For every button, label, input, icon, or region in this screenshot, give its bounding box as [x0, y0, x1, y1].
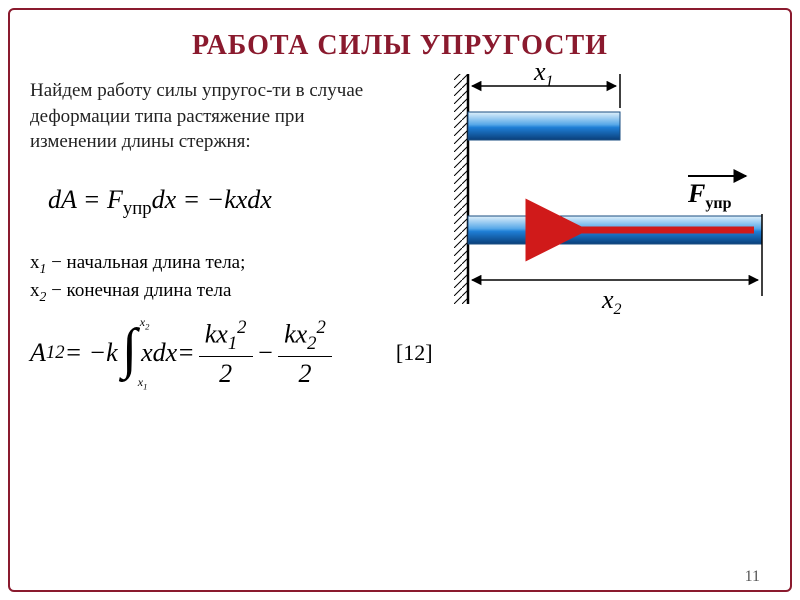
def-x2-x: x: [30, 280, 40, 301]
label-x1-sub: 1: [546, 73, 554, 90]
int-upper: x2: [140, 315, 150, 331]
frac1-sub: 1: [228, 332, 237, 353]
def-x1-x: x: [30, 252, 40, 273]
label-x2-x: x: [601, 285, 614, 314]
f1-dx: dx: [152, 185, 177, 214]
frac2-sup: 2: [317, 317, 326, 338]
formula-A12: A12 = −k x2 ∫ x1 xdx = kx12 2 − kx22 2 […: [30, 317, 774, 390]
label-F: F: [687, 179, 705, 208]
frac2-num: kx22: [278, 317, 332, 358]
f1-eq2: =: [176, 185, 207, 214]
f1-Fsub: упр: [123, 198, 152, 219]
label-x2: x2: [601, 285, 622, 318]
integral-glyph: ∫: [122, 318, 137, 380]
equation-reference: [12]: [396, 340, 433, 366]
frac2-sub: 2: [307, 332, 316, 353]
bar-x1: [468, 112, 620, 140]
slide-title: РАБОТА СИЛЫ УПРУГОСТИ: [26, 30, 774, 62]
f1-F: F: [107, 185, 123, 214]
frac1-num: kx12: [199, 317, 253, 358]
f2-integrand: xdx: [141, 338, 177, 368]
f2-minus: −: [257, 338, 275, 368]
frac2-den: 2: [278, 357, 332, 389]
f2-eq2: =: [177, 338, 195, 368]
integral-sign: x2 ∫ x1: [122, 321, 137, 385]
int-lower-sub: 1: [143, 381, 147, 391]
wall-hatch: [454, 74, 468, 304]
frac2: kx22 2: [278, 317, 332, 390]
intro-text: Найдем работу силы упругос-ти в случае д…: [30, 78, 380, 155]
elastic-rod-diagram: x1 Fупр x2: [438, 64, 766, 324]
int-upper-sub: 2: [145, 321, 149, 331]
f1-rhs: −kxdx: [207, 185, 272, 214]
label-F-sub: упр: [705, 195, 731, 212]
label-x2-sub: 2: [614, 301, 622, 318]
int-lower: x1: [138, 375, 148, 391]
f2-Asub: 12: [46, 342, 65, 364]
label-x1-x: x: [533, 64, 546, 86]
frac1: kx12 2: [199, 317, 253, 390]
frac1-sup: 2: [237, 317, 246, 338]
label-Fupr: Fупр: [687, 179, 732, 212]
f2-eq1: = −k: [65, 338, 118, 368]
frac1-den: 2: [199, 357, 253, 389]
f2-left: A12 = −k x2 ∫ x1 xdx = kx12 2 − kx22 2: [30, 317, 336, 390]
f1-lhs: dA: [48, 185, 76, 214]
frac2-kx: kx: [284, 319, 307, 348]
def-x1-rest: − начальная длина тела;: [46, 252, 245, 273]
frac1-kx: kx: [205, 319, 228, 348]
def-x2-rest: − конечная длина тела: [46, 280, 231, 301]
f1-eq1: =: [76, 185, 107, 214]
page-number: 11: [745, 568, 760, 586]
f2-A: A: [30, 338, 46, 368]
